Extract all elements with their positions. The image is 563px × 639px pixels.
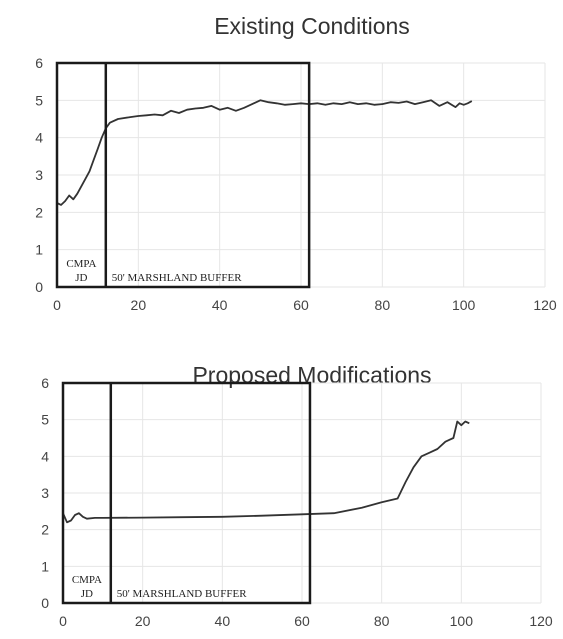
y-tick-label: 3 [35, 167, 43, 183]
x-tick-label: 0 [53, 297, 61, 313]
y-tick-label: 3 [41, 485, 49, 501]
y-tick-label: 5 [41, 412, 49, 428]
x-tick-label: 20 [135, 613, 151, 629]
y-tick-label: 6 [41, 375, 49, 391]
x-tick-label: 80 [374, 613, 390, 629]
x-tick-label: 60 [293, 297, 309, 313]
chart-title: Existing Conditions [214, 13, 410, 39]
data-series-line [56, 99, 473, 206]
data-series-line [62, 420, 470, 524]
x-tick-label: 40 [212, 297, 228, 313]
y-tick-label: 1 [41, 558, 49, 574]
x-tick-label: 80 [375, 297, 391, 313]
y-tick-label: 2 [35, 204, 43, 220]
x-tick-label: 120 [533, 297, 557, 313]
zone-label: JD [81, 588, 93, 600]
y-tick-label: 2 [41, 522, 49, 538]
x-tick-label: 100 [452, 297, 476, 313]
x-tick-label: 40 [215, 613, 231, 629]
x-tick-label: 20 [131, 297, 147, 313]
zone-label: JD [75, 272, 87, 284]
y-tick-label: 6 [35, 55, 43, 71]
y-tick-label: 1 [35, 242, 43, 258]
zone-label: CMPA [66, 258, 96, 270]
x-tick-label: 100 [450, 613, 474, 629]
zone-label: 50' MARSHLAND BUFFER [117, 588, 247, 600]
zone-label: 50' MARSHLAND BUFFER [112, 272, 242, 284]
x-tick-label: 120 [529, 613, 553, 629]
x-tick-label: 0 [59, 613, 67, 629]
y-tick-label: 0 [35, 279, 43, 295]
y-tick-label: 4 [41, 448, 49, 464]
zone-frame [55, 61, 311, 289]
y-tick-label: 4 [35, 130, 43, 146]
y-tick-label: 5 [35, 92, 43, 108]
zone-label: CMPA [72, 574, 102, 586]
x-tick-label: 60 [294, 613, 310, 629]
zone-frame [61, 381, 312, 605]
y-tick-label: 0 [41, 595, 49, 611]
